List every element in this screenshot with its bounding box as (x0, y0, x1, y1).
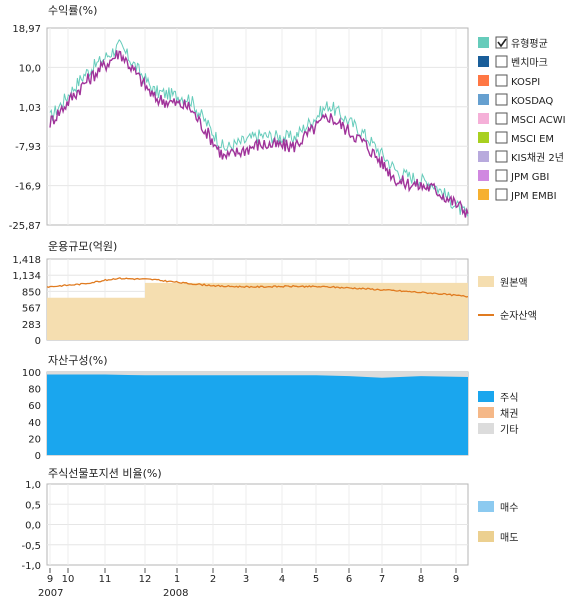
net-asset-line (46, 277, 469, 298)
x-tick-label: 6 (346, 574, 352, 585)
legend-checkbox[interactable] (495, 36, 508, 49)
returns-plot-area (46, 27, 469, 226)
size-title: 운용규모(억원) (48, 240, 117, 253)
legend-label: JPM GBI (510, 172, 549, 183)
y-tick-label: 0 (35, 336, 41, 347)
principal-area (47, 282, 468, 340)
legend-label: MSCI EM (511, 134, 554, 145)
x-tick-label: 9 (453, 574, 459, 585)
legend-swatch (478, 37, 489, 48)
y-tick-label: -1,0 (21, 561, 41, 572)
year-label: 2007 (38, 588, 63, 599)
year-label: 2008 (163, 588, 188, 599)
legend-swatch (478, 132, 489, 143)
x-tick-label: 10 (62, 574, 75, 585)
legend-label: 순자산액 (500, 310, 537, 322)
legend-label: MSCI ACWI (511, 115, 566, 126)
x-tick-label: 11 (99, 574, 112, 585)
legend-swatch (478, 423, 494, 434)
y-tick-label: 10,0 (19, 63, 41, 74)
legend-label: KOSPI (511, 77, 540, 88)
futures-title: 주식선물포지션 비율(%) (48, 467, 162, 480)
y-tick-label: 40 (28, 418, 41, 429)
legend-swatch (478, 94, 489, 105)
y-tick-label: 567 (22, 304, 41, 315)
y-tick-label: 850 (22, 287, 41, 298)
y-tick-label: 0,5 (25, 500, 41, 511)
legend-checkbox[interactable] (495, 131, 508, 144)
legend-label: KOSDAQ (511, 96, 553, 107)
legend-label: 원본액 (500, 277, 528, 289)
x-tick-label: 7 (379, 574, 385, 585)
y-tick-label: -25,87 (9, 221, 41, 232)
legend-swatch (478, 75, 489, 86)
y-tick-label: 1,134 (12, 271, 41, 282)
x-tick-label: 1 (174, 574, 180, 585)
legend-label: 채권 (500, 408, 518, 420)
legend-label: 벤치마크 (511, 57, 548, 69)
x-tick-label: 8 (418, 574, 424, 585)
legend-swatch (478, 501, 494, 512)
legend-label: 매도 (500, 532, 518, 544)
legend-swatch (478, 276, 494, 287)
y-tick-label: 20 (28, 434, 41, 445)
legend-swatch (478, 391, 494, 402)
legend-label: 매수 (500, 502, 518, 514)
y-tick-label: -16,9 (15, 182, 41, 193)
legend-swatch (478, 531, 494, 542)
y-tick-label: 0 (35, 451, 41, 462)
y-tick-label: -0,5 (21, 541, 41, 552)
legend-swatch (478, 113, 489, 124)
legend-swatch (478, 151, 489, 162)
y-tick-label: 1,03 (19, 103, 41, 114)
legend-checkbox[interactable] (495, 150, 508, 163)
returns-line (49, 50, 469, 218)
legend-swatch (478, 56, 489, 67)
y-tick-label: 1,0 (25, 480, 41, 491)
legend-swatch (478, 189, 489, 200)
legend-label: 기타 (500, 424, 518, 436)
legend-swatch (478, 170, 489, 181)
legend-checkbox[interactable] (495, 55, 508, 68)
legend-checkbox[interactable] (495, 112, 508, 125)
y-tick-label: 100 (22, 368, 41, 379)
y-tick-label: 18,97 (12, 24, 41, 35)
returns-title: 수익률(%) (48, 4, 97, 17)
assets-title: 자산구성(%) (48, 354, 108, 367)
x-tick-label: 4 (279, 574, 285, 585)
y-tick-label: 1,418 (12, 255, 41, 266)
x-tick-label: 5 (313, 574, 319, 585)
legend-label: JPM EMBI (510, 191, 557, 202)
legend-checkbox[interactable] (495, 188, 508, 201)
x-tick-label: 12 (139, 574, 152, 585)
legend-label: KIS채권 2년 (511, 152, 564, 164)
returns-line (49, 39, 469, 217)
legend-label: 유형평균 (511, 38, 548, 50)
legend-swatch (478, 407, 494, 418)
check-icon (497, 38, 507, 48)
x-tick-label: 3 (243, 574, 249, 585)
y-tick-label: 283 (22, 320, 41, 331)
x-tick-label: 2 (210, 574, 216, 585)
legend-checkbox[interactable] (495, 169, 508, 182)
y-tick-label: 80 (28, 385, 41, 396)
legend-checkbox[interactable] (495, 74, 508, 87)
legend-label: 주식 (500, 392, 518, 404)
y-tick-label: 60 (28, 401, 41, 412)
legend-checkbox[interactable] (495, 93, 508, 106)
x-tick-label: 9 (47, 574, 53, 585)
y-tick-label: 0,0 (25, 521, 41, 532)
y-tick-label: -7,93 (15, 142, 41, 153)
equity-area (47, 374, 468, 455)
